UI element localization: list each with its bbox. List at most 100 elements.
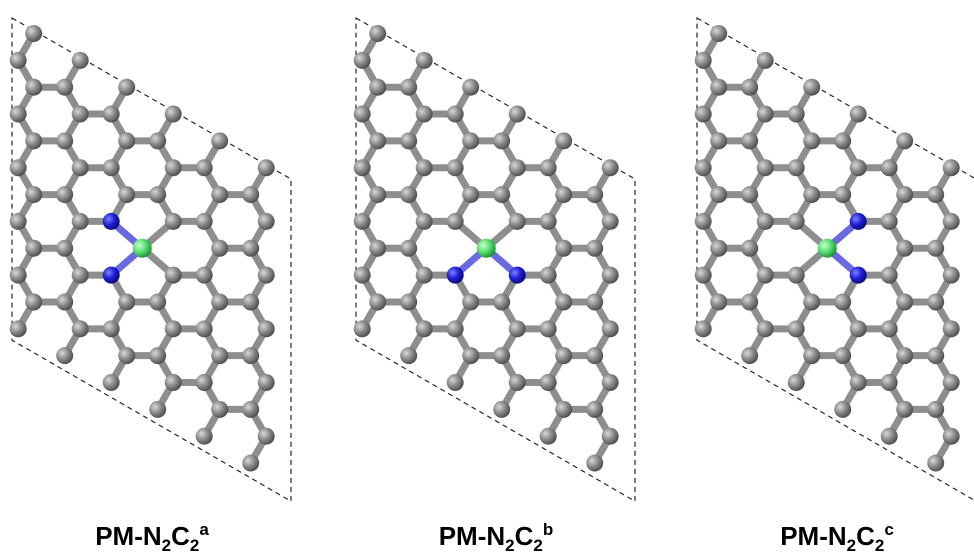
page: PM-N2C2aPM-N2C2bPM-N2C2c (() => { const … <box>0 0 974 559</box>
carbon-atom <box>927 240 944 257</box>
carbon-atom <box>56 186 73 203</box>
carbon-atom <box>258 320 275 337</box>
carbon-atom <box>896 240 913 257</box>
carbon-atom <box>416 159 433 176</box>
carbon-atom <box>803 186 820 203</box>
carbon-atom <box>757 320 774 337</box>
carbon-atom <box>757 106 774 123</box>
carbon-atom <box>943 428 960 445</box>
carbon-atom <box>555 186 572 203</box>
carbon-atom <box>757 159 774 176</box>
carbon-atom <box>25 293 42 310</box>
panel-label: PM-N2C2b <box>439 520 554 555</box>
carbon-atom <box>165 159 182 176</box>
carbon-atom <box>881 159 898 176</box>
carbon-atom <box>788 374 805 391</box>
carbon-atom <box>757 213 774 230</box>
carbon-atom <box>555 401 572 418</box>
carbon-atom <box>927 347 944 364</box>
carbon-atom <box>400 132 417 149</box>
carbon-atom <box>803 347 820 364</box>
label-subscript: 2 <box>190 536 199 555</box>
label-subscript: 2 <box>875 536 884 555</box>
carbon-atom <box>242 240 259 257</box>
carbon-atom <box>369 240 386 257</box>
carbon-atom <box>555 293 572 310</box>
carbon-atom <box>56 240 73 257</box>
carbon-atom <box>602 320 619 337</box>
carbon-atom <box>462 79 479 96</box>
carbon-atom <box>10 159 27 176</box>
carbon-atom <box>509 374 526 391</box>
carbon-atom <box>927 293 944 310</box>
carbon-atom <box>369 293 386 310</box>
carbon-atom <box>850 320 867 337</box>
carbon-atom <box>211 347 228 364</box>
carbon-atom <box>369 79 386 96</box>
carbon-atom <box>416 106 433 123</box>
carbon-atom <box>400 240 417 257</box>
carbon-atom <box>493 186 510 203</box>
carbon-atom <box>586 401 603 418</box>
carbon-atom <box>602 267 619 284</box>
carbon-atom <box>258 213 275 230</box>
carbon-atom <box>710 240 727 257</box>
carbon-atom <box>354 320 371 337</box>
carbon-atom <box>695 267 712 284</box>
carbon-atom <box>803 293 820 310</box>
carbon-atom <box>369 132 386 149</box>
carbon-atom <box>896 132 913 149</box>
carbon-atom <box>258 428 275 445</box>
carbon-atom <box>242 455 259 472</box>
carbon-atom <box>555 347 572 364</box>
carbon-atom <box>369 25 386 42</box>
carbon-atom <box>602 374 619 391</box>
carbon-atom <box>10 267 27 284</box>
carbon-atom <box>788 267 805 284</box>
carbon-atom <box>834 132 851 149</box>
carbon-atom <box>416 320 433 337</box>
carbon-atom <box>540 320 557 337</box>
carbon-atom <box>400 347 417 364</box>
carbon-atom <box>509 106 526 123</box>
carbon-atom <box>354 106 371 123</box>
carbon-atom <box>803 132 820 149</box>
carbon-atom <box>103 320 120 337</box>
carbon-atom <box>242 186 259 203</box>
carbon-atom <box>56 79 73 96</box>
carbon-atom <box>803 79 820 96</box>
carbon-atom <box>196 267 213 284</box>
carbon-atom <box>509 320 526 337</box>
carbon-atom <box>757 52 774 69</box>
panel-label: PM-N2C2a <box>95 520 209 555</box>
carbon-atom <box>25 79 42 96</box>
carbon-atom <box>602 428 619 445</box>
carbon-atom <box>447 159 464 176</box>
carbon-atom <box>881 320 898 337</box>
structure-panel <box>354 18 635 501</box>
metal-atom <box>133 239 152 258</box>
carbon-atom <box>72 320 89 337</box>
carbon-atom <box>196 374 213 391</box>
carbon-atom <box>741 132 758 149</box>
label-text: C <box>515 521 534 551</box>
label-text: PM-N <box>780 521 846 551</box>
carbon-atom <box>710 132 727 149</box>
carbon-atom <box>834 293 851 310</box>
carbon-atom <box>462 293 479 310</box>
carbon-atom <box>149 347 166 364</box>
carbon-atom <box>896 347 913 364</box>
carbon-atom <box>555 240 572 257</box>
carbon-atom <box>927 186 944 203</box>
carbon-atom <box>540 159 557 176</box>
label-superscript: b <box>543 520 553 539</box>
carbon-atom <box>586 347 603 364</box>
carbon-atom <box>25 186 42 203</box>
carbon-atom <box>540 374 557 391</box>
carbon-atom <box>211 186 228 203</box>
carbon-atom <box>927 455 944 472</box>
carbon-atom <box>493 347 510 364</box>
label-subscript: 2 <box>533 536 542 555</box>
carbon-atom <box>695 159 712 176</box>
carbon-atom <box>881 267 898 284</box>
